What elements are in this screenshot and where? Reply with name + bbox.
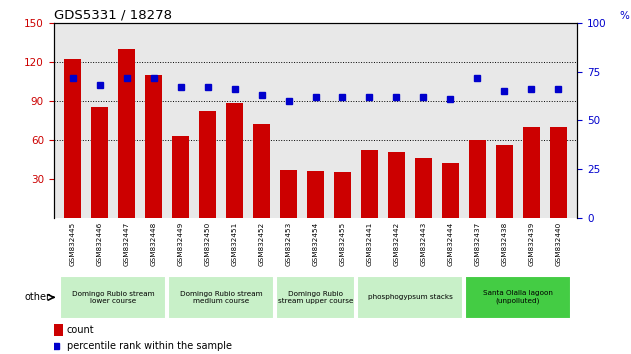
Text: GSM832438: GSM832438 xyxy=(502,222,507,267)
Text: count: count xyxy=(67,325,95,335)
Text: GSM832448: GSM832448 xyxy=(151,222,156,267)
Bar xyxy=(227,103,242,218)
Text: GSM832454: GSM832454 xyxy=(312,222,319,267)
Text: GSM832453: GSM832453 xyxy=(285,222,292,267)
Text: Domingo Rubio stream
medium course: Domingo Rubio stream medium course xyxy=(180,291,262,304)
Bar xyxy=(172,136,189,218)
Text: Domingo Rubio stream
lower course: Domingo Rubio stream lower course xyxy=(72,291,155,304)
Text: GSM832452: GSM832452 xyxy=(259,222,264,267)
Text: percentile rank within the sample: percentile rank within the sample xyxy=(67,341,232,350)
Bar xyxy=(469,140,486,218)
Bar xyxy=(307,171,324,218)
Bar xyxy=(168,276,274,319)
Bar xyxy=(59,276,167,319)
Bar xyxy=(280,170,297,218)
Bar xyxy=(523,127,540,218)
Bar xyxy=(550,127,567,218)
Bar xyxy=(334,172,351,218)
Bar xyxy=(357,276,463,319)
Text: GSM832444: GSM832444 xyxy=(447,222,454,267)
Text: GSM832455: GSM832455 xyxy=(339,222,346,267)
Text: GDS5331 / 18278: GDS5331 / 18278 xyxy=(54,9,172,22)
Text: GSM832441: GSM832441 xyxy=(367,222,372,267)
Bar xyxy=(415,158,432,218)
Bar xyxy=(389,152,404,218)
Bar xyxy=(145,75,162,218)
Text: GSM832440: GSM832440 xyxy=(555,222,562,267)
Text: Domingo Rubio
stream upper course: Domingo Rubio stream upper course xyxy=(278,291,353,304)
Bar xyxy=(497,145,512,218)
Text: phosphogypsum stacks: phosphogypsum stacks xyxy=(367,295,452,300)
Bar xyxy=(199,111,216,218)
Bar xyxy=(464,276,572,319)
Text: GSM832449: GSM832449 xyxy=(177,222,184,267)
Text: GSM832439: GSM832439 xyxy=(529,222,534,267)
Text: GSM832442: GSM832442 xyxy=(394,222,399,267)
Text: GSM832443: GSM832443 xyxy=(420,222,427,267)
Text: GSM832445: GSM832445 xyxy=(69,222,76,267)
Text: GSM832447: GSM832447 xyxy=(124,222,129,267)
Bar xyxy=(442,163,459,218)
Bar xyxy=(254,124,269,218)
Bar xyxy=(54,324,63,336)
Text: %: % xyxy=(619,11,629,21)
Text: Santa Olalla lagoon
(unpolluted): Santa Olalla lagoon (unpolluted) xyxy=(483,290,553,304)
Text: GSM832437: GSM832437 xyxy=(475,222,480,267)
Bar xyxy=(64,59,81,218)
Text: GSM832451: GSM832451 xyxy=(232,222,237,267)
Bar xyxy=(276,276,355,319)
Text: other: other xyxy=(25,292,50,302)
Bar xyxy=(362,150,377,218)
Text: GSM832450: GSM832450 xyxy=(204,222,211,267)
Bar xyxy=(119,49,134,218)
Text: GSM832446: GSM832446 xyxy=(97,222,102,267)
Bar xyxy=(91,107,108,218)
